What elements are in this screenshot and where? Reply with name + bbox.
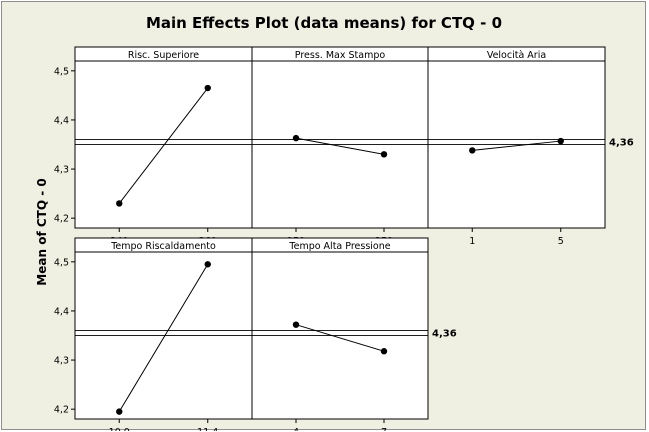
data-point bbox=[380, 151, 388, 158]
data-point bbox=[380, 348, 388, 355]
y-tick-label: 4,3 bbox=[54, 165, 69, 176]
panel-title: Tempo Alta Pressione bbox=[288, 241, 390, 252]
y-tick-label: 4,5 bbox=[54, 257, 69, 268]
data-point bbox=[204, 84, 211, 92]
effect-line bbox=[118, 87, 209, 204]
x-tick-label: 7 bbox=[381, 427, 387, 431]
data-point bbox=[116, 408, 123, 415]
panel-frame bbox=[251, 237, 429, 420]
x-tick-label: 10,0 bbox=[109, 427, 130, 431]
data-point bbox=[116, 200, 123, 207]
data-point bbox=[204, 261, 211, 268]
y-tick-label: 4,4 bbox=[54, 306, 69, 317]
effect-line bbox=[295, 324, 385, 352]
data-point bbox=[469, 147, 476, 154]
y-tick-label: 4,2 bbox=[54, 214, 69, 225]
data-point bbox=[292, 134, 300, 142]
x-tick-label: 11,4 bbox=[197, 427, 218, 431]
mean-value-label: 4,36 bbox=[609, 138, 634, 149]
mean-value-label: 4,36 bbox=[432, 329, 457, 340]
effect-line bbox=[472, 140, 561, 151]
y-axis-label: Mean of CTQ - 0 bbox=[35, 178, 49, 285]
chart-title: Main Effects Plot (data means) for CTQ -… bbox=[146, 14, 502, 32]
y-tick-label: 4,2 bbox=[54, 405, 69, 416]
effect-line bbox=[118, 264, 209, 412]
panel-frame bbox=[74, 237, 253, 420]
panel-title: Press. Max Stampo bbox=[295, 50, 386, 61]
x-tick-label: 5 bbox=[558, 236, 564, 247]
panel-frame bbox=[74, 46, 253, 229]
x-tick-label: 1 bbox=[469, 236, 475, 247]
y-tick-label: 4,5 bbox=[54, 66, 69, 77]
panel-frame bbox=[427, 46, 606, 229]
panel-frame bbox=[251, 46, 429, 229]
panel-title: Velocità Aria bbox=[487, 50, 546, 61]
data-point bbox=[292, 321, 300, 328]
y-tick-label: 4,4 bbox=[54, 115, 69, 126]
y-tick-label: 4,3 bbox=[54, 356, 69, 367]
panel-title: Tempo Riscaldamento bbox=[110, 241, 216, 252]
effect-line bbox=[295, 137, 385, 155]
panel-title: Risc. Superiore bbox=[128, 50, 199, 61]
data-point bbox=[557, 137, 564, 145]
x-tick-label: 4 bbox=[293, 427, 299, 431]
